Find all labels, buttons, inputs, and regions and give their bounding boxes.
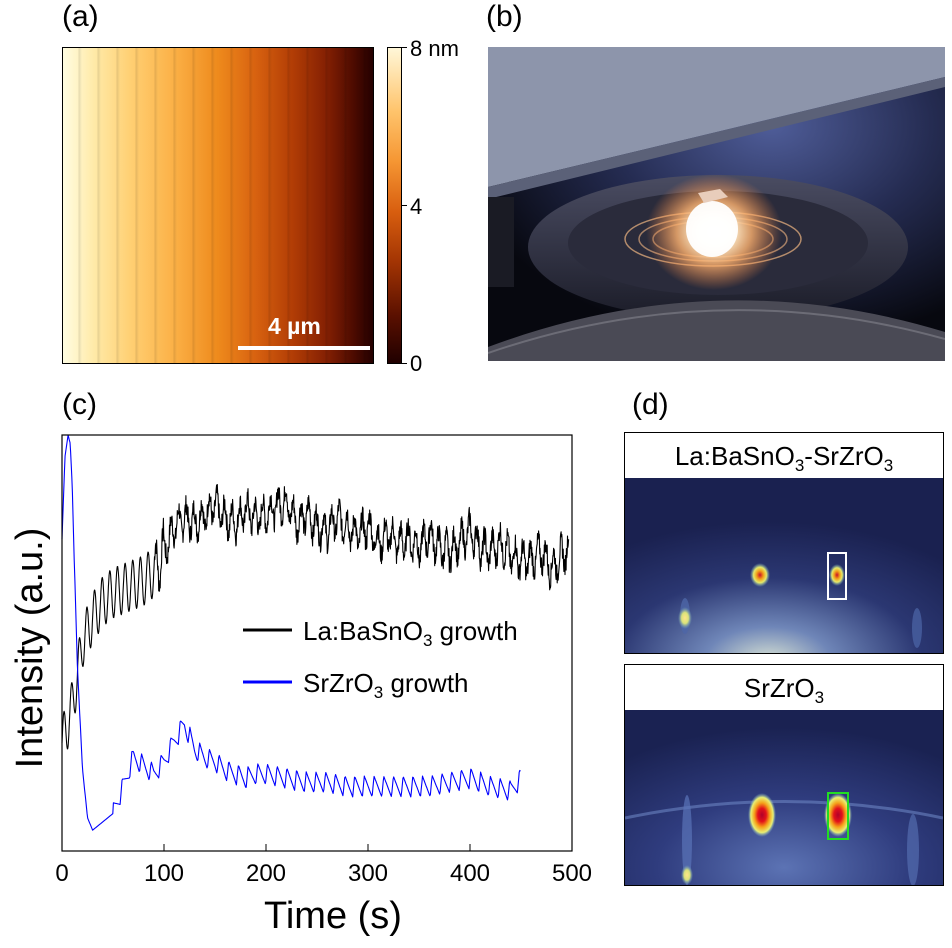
panel-label-a: (a) bbox=[62, 0, 99, 33]
rheed-panel-bottom: SrZrO3 bbox=[624, 664, 944, 886]
series-line-srzro3 bbox=[61, 434, 521, 831]
rheed-pattern-bottom bbox=[625, 710, 943, 885]
chart-x-ticks: 0 100 200 300 400 500 bbox=[55, 844, 592, 887]
chart-series-group bbox=[61, 434, 570, 831]
panel-label-b: (b) bbox=[486, 0, 523, 33]
panel-label-d: (d) bbox=[632, 388, 669, 421]
height-colorbar bbox=[387, 47, 402, 364]
colorbar-label-mid: 4 bbox=[410, 194, 423, 219]
rheed-intensity-chart: 0 100 200 300 400 500 Time (s) Intensity (a.u… bbox=[9, 434, 592, 937]
rheed-title-bottom: SrZrO3 bbox=[743, 673, 825, 708]
colorbar-label-min: 0 bbox=[410, 351, 423, 376]
chamber-photo-drawing bbox=[488, 47, 945, 361]
rheed-panel-top: La:BaSnO3-SrZrO3 bbox=[624, 432, 944, 654]
afm-step-terraces bbox=[63, 48, 373, 363]
series-line-la-basno3 bbox=[61, 483, 570, 750]
legend-label-srzro3: SrZrO3 growth bbox=[303, 668, 469, 702]
x-axis-label: Time (s) bbox=[264, 895, 402, 937]
x-tick-label-5: 500 bbox=[552, 860, 592, 887]
rheed-highlight-box-white bbox=[827, 552, 847, 600]
colorbar-tick-min bbox=[401, 363, 407, 364]
x-tick-label-4: 400 bbox=[450, 860, 490, 887]
rheed-title-top: La:BaSnO3-SrZrO3 bbox=[674, 441, 894, 476]
rheed-pattern-top bbox=[625, 478, 943, 653]
growth-chamber-photo bbox=[488, 47, 945, 361]
afm-topography-image bbox=[62, 47, 374, 364]
panel-label-c: (c) bbox=[62, 388, 97, 421]
scale-bar-label: 4 µm bbox=[268, 313, 321, 339]
x-tick-label-2: 200 bbox=[246, 860, 286, 887]
x-tick-label-0: 0 bbox=[55, 860, 68, 887]
colorbar-label-max: 8 nm bbox=[410, 36, 459, 61]
scale-bar bbox=[238, 346, 370, 350]
y-axis-label: Intensity (a.u.) bbox=[9, 528, 51, 769]
x-tick-label-3: 300 bbox=[348, 860, 388, 887]
legend-label-la-basno3: La:BaSnO3 growth bbox=[303, 616, 518, 650]
colorbar-tick-max bbox=[401, 47, 407, 48]
colorbar-tick-mid bbox=[401, 205, 407, 206]
chart-axes-frame bbox=[61, 434, 573, 852]
chart-legend: La:BaSnO3 growth SrZrO3 growth bbox=[243, 616, 518, 702]
rheed-highlight-box-green bbox=[827, 792, 849, 840]
x-tick-label-1: 100 bbox=[144, 860, 184, 887]
